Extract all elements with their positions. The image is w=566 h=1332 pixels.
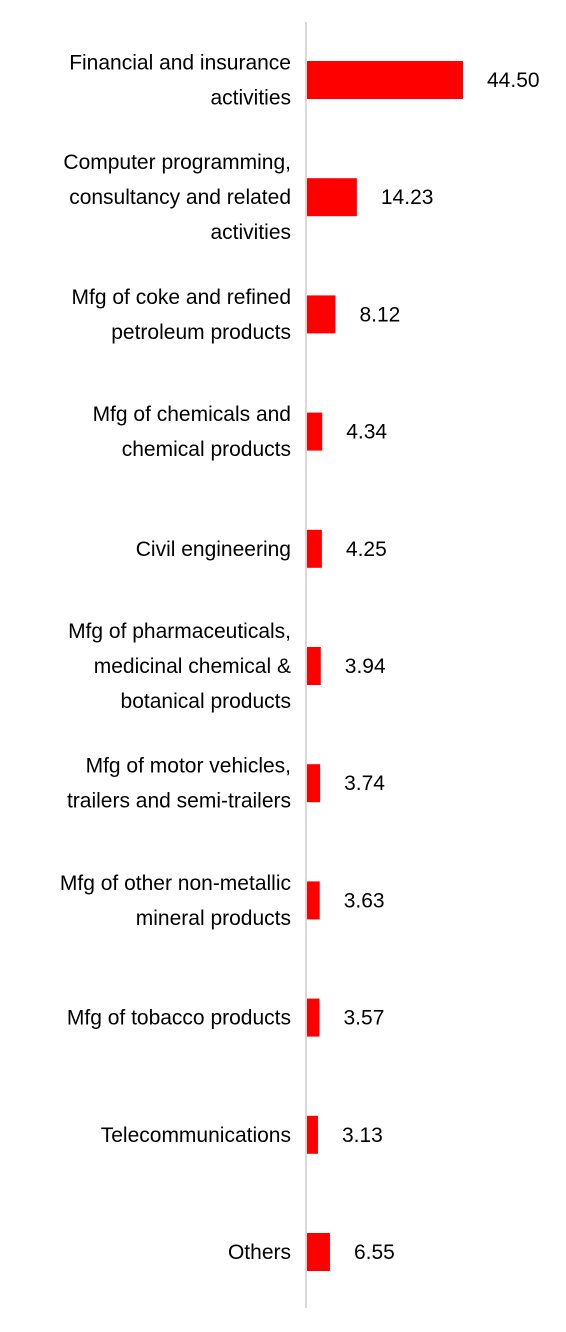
- bar: [307, 764, 321, 803]
- category-label-line: Mfg of pharmaceuticals,: [68, 620, 291, 643]
- category-label-line: trailers and semi-trailers: [67, 790, 291, 813]
- category-label-line: petroleum products: [111, 321, 291, 344]
- bar: [307, 881, 320, 920]
- data-label: 4.34: [346, 421, 387, 444]
- category-label: Mfg of pharmaceuticals, medicinal chemica…: [68, 620, 291, 713]
- bar: [307, 529, 322, 568]
- data-label: 4.25: [346, 538, 387, 561]
- data-label: 8.12: [359, 303, 400, 326]
- category-label-line: Mfg of other non-metallic: [60, 872, 291, 895]
- category-label: Telecommunications: [101, 1124, 291, 1147]
- category-label: Others: [228, 1241, 291, 1264]
- category-label-line: chemical products: [122, 438, 291, 461]
- bar: [307, 295, 336, 334]
- bar: [307, 647, 321, 685]
- category-label: Financial and insurance activities: [69, 52, 291, 110]
- category-label-line: Others: [228, 1241, 291, 1264]
- bar: [307, 998, 320, 1037]
- category-label-line: consultancy and related: [69, 186, 291, 209]
- bar: [307, 178, 357, 217]
- category-label-line: Mfg of tobacco products: [67, 1007, 291, 1030]
- data-label: 3.13: [342, 1124, 383, 1147]
- data-label: 14.23: [381, 186, 434, 209]
- bar: [307, 1233, 330, 1271]
- data-label: 3.57: [344, 1007, 385, 1030]
- data-label: 3.63: [344, 889, 385, 912]
- bar: [307, 1115, 318, 1154]
- category-label-line: Civil engineering: [136, 538, 291, 561]
- category-label-line: Telecommunications: [101, 1124, 291, 1147]
- category-label-line: Mfg of coke and refined: [72, 286, 291, 309]
- data-label: 3.94: [345, 655, 386, 678]
- data-label: 44.50: [487, 69, 540, 92]
- category-label: Mfg of coke and refined petroleum product…: [72, 286, 291, 344]
- category-label-line: Mfg of chemicals and: [93, 403, 291, 426]
- category-label: Mfg of chemicals and chemical products: [93, 403, 291, 461]
- category-label: Mfg of other non-metallic mineral product…: [60, 872, 291, 930]
- bar: [307, 412, 323, 451]
- category-label: Mfg of motor vehicles, trailers and semi-…: [67, 755, 291, 813]
- category-label: Mfg of tobacco products: [67, 1007, 291, 1030]
- bar: [307, 61, 463, 99]
- category-label-line: botanical products: [121, 690, 291, 713]
- category-label-line: medicinal chemical &: [94, 655, 291, 678]
- category-label-line: activities: [210, 221, 291, 244]
- category-label-line: Mfg of motor vehicles,: [86, 755, 291, 778]
- category-label-line: activities: [210, 87, 291, 110]
- category-label-line: Computer programming,: [63, 151, 291, 174]
- category-label-line: Financial and insurance: [69, 52, 291, 75]
- category-label: Computer programming, consultancy and rel…: [63, 151, 291, 244]
- data-label: 3.74: [344, 772, 385, 795]
- data-label: 6.55: [354, 1241, 395, 1264]
- category-label: Civil engineering: [136, 538, 291, 561]
- category-label-line: mineral products: [136, 907, 291, 930]
